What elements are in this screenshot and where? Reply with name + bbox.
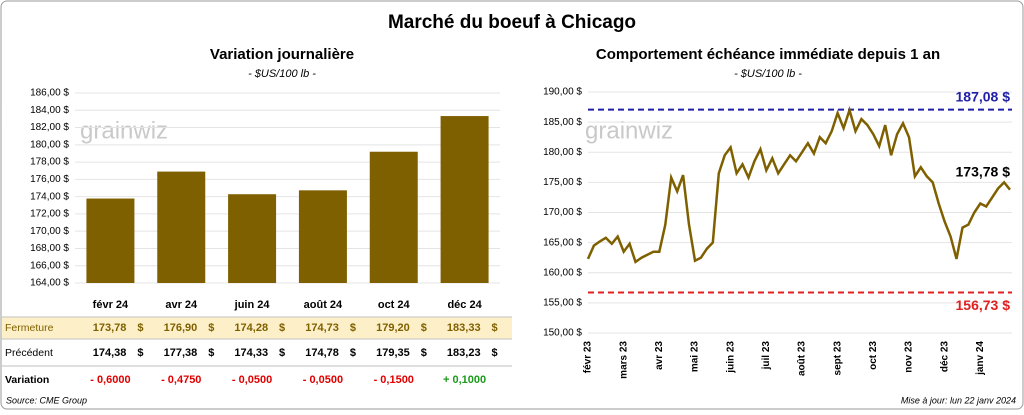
row-label: Précédent	[5, 347, 53, 359]
x-tick-label: déc 23	[939, 341, 950, 373]
x-tick-label: mars 23	[618, 341, 629, 379]
end-label: 173,78 $	[956, 163, 1011, 179]
y-tick-label: 172,00 $	[30, 209, 69, 220]
reference-label: 187,08 $	[956, 88, 1011, 104]
chart-title: Variation journalière	[210, 46, 354, 63]
y-tick-label: 190,00 $	[543, 87, 582, 98]
y-tick-label: 160,00 $	[543, 267, 582, 278]
y-tick-label: 150,00 $	[543, 328, 582, 339]
y-tick-label: 178,00 $	[30, 157, 69, 168]
chart-subtitle: - $US/100 lb -	[248, 68, 316, 80]
y-tick-label: 176,00 $	[30, 174, 69, 185]
x-tick-label: juil 23	[761, 341, 772, 371]
y-tick-label: 168,00 $	[30, 243, 69, 254]
price-line	[586, 105, 1011, 264]
reference-label: 156,73 $	[956, 297, 1011, 313]
x-tick-label: oct 23	[868, 341, 879, 370]
bar	[298, 190, 347, 283]
cell-unit: $	[492, 347, 498, 359]
y-tick-label: 174,00 $	[30, 191, 69, 202]
x-tick-label: août 24	[304, 299, 343, 311]
x-tick-label: juin 24	[234, 299, 271, 311]
cell: 179,35	[376, 347, 410, 359]
bar	[369, 151, 418, 283]
x-tick-label: nov 23	[904, 341, 915, 373]
bar	[440, 116, 489, 284]
y-tick-label: 164,00 $	[30, 278, 69, 289]
y-tick-label: 182,00 $	[30, 122, 69, 133]
cell-unit: $	[421, 347, 427, 359]
y-tick-label: 155,00 $	[543, 298, 582, 309]
updated: Mise à jour: lun 22 janv 2024	[901, 395, 1016, 405]
cell-unit: $	[208, 322, 214, 334]
cell: - 0,1500	[374, 374, 414, 386]
x-tick-label: sept 23	[832, 341, 843, 376]
chart-subtitle: - $US/100 lb -	[734, 68, 802, 80]
y-tick-label: 170,00 $	[543, 207, 582, 218]
source: Source: CME Group	[6, 395, 87, 405]
cell: 174,38	[93, 347, 127, 359]
cell: 176,90	[164, 322, 198, 334]
cell-unit: $	[421, 322, 427, 334]
y-tick-label: 184,00 $	[30, 105, 69, 116]
x-tick-label: août 23	[797, 341, 808, 376]
cell: 174,28	[234, 322, 268, 334]
cell-unit: $	[279, 347, 285, 359]
cell: - 0,6000	[90, 374, 130, 386]
cell-unit: $	[350, 322, 356, 334]
cell: 174,73	[305, 322, 339, 334]
page-title: Marché du boeuf à Chicago	[388, 12, 636, 33]
cell: 183,23	[447, 347, 481, 359]
cell-unit: $	[208, 347, 214, 359]
chart-title: Comportement échéance immédiate depuis 1…	[596, 46, 940, 63]
watermark: grainwiz	[585, 117, 673, 144]
row-label: Fermeture	[5, 322, 54, 334]
cell-unit: $	[492, 322, 498, 334]
y-tick-label: 175,00 $	[543, 177, 582, 188]
cell-unit: $	[279, 322, 285, 334]
bar	[86, 198, 135, 283]
watermark: grainwiz	[80, 117, 168, 144]
cell: 177,38	[164, 347, 198, 359]
y-tick-label: 165,00 $	[543, 237, 582, 248]
x-tick-label: avr 24	[165, 299, 198, 311]
x-tick-label: févr 23	[583, 341, 594, 374]
cell: - 0,0500	[303, 374, 343, 386]
x-tick-label: juin 23	[725, 341, 736, 374]
y-tick-label: 166,00 $	[30, 260, 69, 271]
x-tick-label: avr 23	[654, 341, 665, 370]
cell: 174,78	[305, 347, 339, 359]
cell: 174,33	[234, 347, 268, 359]
bar	[157, 171, 206, 283]
y-tick-label: 185,00 $	[543, 117, 582, 128]
y-tick-label: 180,00 $	[543, 147, 582, 158]
cell-unit: $	[137, 347, 143, 359]
y-tick-label: 170,00 $	[30, 226, 69, 237]
cell: - 0,4750	[161, 374, 201, 386]
cell: 179,20	[376, 322, 410, 334]
row-label: Variation	[5, 374, 49, 386]
cell: - 0,0500	[232, 374, 272, 386]
bar	[228, 194, 277, 283]
cell-unit: $	[137, 322, 143, 334]
y-tick-label: 180,00 $	[30, 139, 69, 150]
x-tick-label: mai 23	[690, 341, 701, 373]
row-highlight	[2, 317, 512, 339]
cell: 183,33	[447, 322, 481, 334]
x-tick-label: oct 24	[378, 299, 411, 311]
x-tick-label: janv 24	[975, 341, 986, 376]
y-tick-label: 186,00 $	[30, 88, 69, 99]
cell: 173,78	[93, 322, 127, 334]
x-tick-label: déc 24	[447, 299, 482, 311]
x-tick-label: févr 24	[93, 299, 129, 311]
cell: + 0,1000	[443, 374, 486, 386]
cell-unit: $	[350, 347, 356, 359]
